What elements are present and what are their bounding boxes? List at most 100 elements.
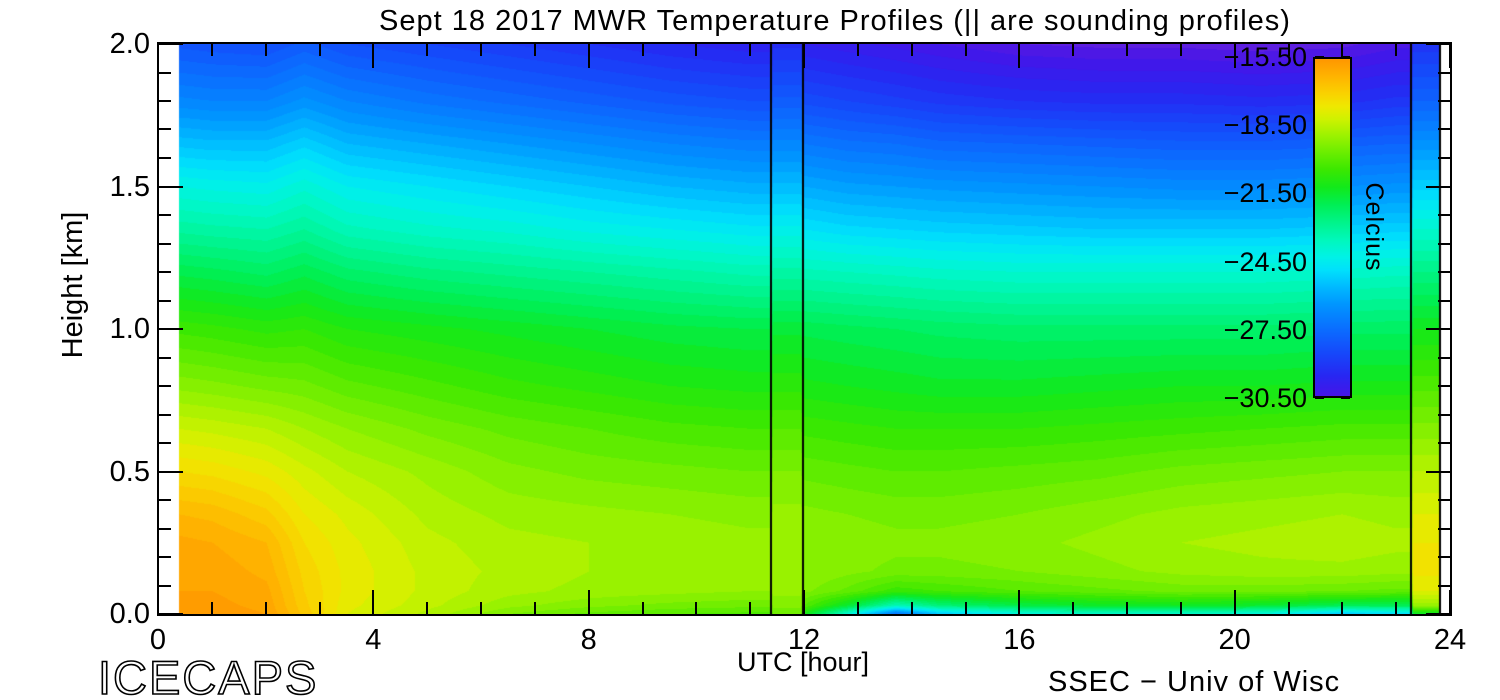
y-minor-tick-right [1438,72,1450,74]
x-minor-tick [1126,602,1128,614]
y-axis-title: Height [km] [57,211,89,359]
x-major-tick-top [803,44,805,68]
y-major-tick-right [1426,186,1450,188]
x-major-tick-top [1234,44,1236,68]
x-major-tick [1018,590,1020,614]
y-minor-tick-right [1438,128,1450,130]
x-tick-label-4: 4 [365,624,382,656]
temperature-heatmap-canvas [159,44,1450,614]
y-major-tick-right [1426,471,1450,473]
y-minor-tick [159,271,171,273]
y-minor-tick [159,157,171,159]
x-minor-tick [965,602,967,614]
colorbar-tick-left [1315,397,1324,399]
x-major-tick-top [1449,44,1451,68]
y-minor-tick [159,528,171,530]
x-minor-tick [911,602,913,614]
y-minor-tick [159,585,171,587]
x-minor-tick-top [480,44,482,56]
colorbar-gradient [1315,59,1350,396]
colorbar-tick-label: −21.50 [1223,178,1307,209]
x-minor-tick [265,602,267,614]
credit-label-ssec: SSEC − Univ of Wisc [1048,666,1341,698]
y-major-tick-right [1426,613,1450,615]
x-minor-tick-top [1072,44,1074,56]
x-minor-tick-top [1180,44,1182,56]
colorbar-tick-label: −30.50 [1223,383,1307,413]
x-minor-tick-top [1126,44,1128,56]
y-tick-label-0.5: 0.5 [109,455,150,488]
y-minor-tick [159,556,171,558]
colorbar-tick-right [1341,397,1350,399]
y-minor-tick [159,72,171,74]
x-major-tick-top [1018,44,1020,68]
x-minor-tick [1072,602,1074,614]
y-minor-tick-right [1438,499,1450,501]
x-minor-tick [211,602,213,614]
x-minor-tick [1395,602,1397,614]
x-major-tick-top [588,44,590,68]
y-minor-tick-right [1438,442,1450,444]
y-minor-tick [159,385,171,387]
y-major-tick-right [1426,328,1450,330]
y-minor-tick-right [1438,300,1450,302]
y-tick-label-2.0: 2.0 [109,28,150,60]
y-major-tick [159,186,183,188]
y-minor-tick [159,214,171,216]
x-minor-tick-top [211,44,213,56]
x-minor-tick-top [1341,44,1343,56]
x-minor-tick-top [911,44,913,56]
x-tick-label-8: 8 [580,624,597,656]
x-minor-tick-top [965,44,967,56]
y-minor-tick-right [1438,528,1450,530]
x-tick-label-0: 0 [149,624,167,656]
y-minor-tick-right [1438,585,1450,587]
project-label-icecaps: ICECAPS [97,650,319,700]
y-minor-tick-right [1438,157,1450,159]
y-minor-tick-right [1438,556,1450,558]
x-minor-tick [857,602,859,614]
colorbar [1313,57,1352,398]
y-minor-tick-right [1438,357,1450,359]
x-minor-tick-top [534,44,536,56]
colorbar-tick-label: −15.50 [1223,42,1307,72]
x-major-tick [372,590,374,614]
chart-title: Sept 18 2017 MWR Temperature Profiles (|… [379,5,1291,37]
y-major-tick [159,328,183,330]
x-minor-tick-top [642,44,644,56]
x-minor-tick [426,602,428,614]
y-minor-tick-right [1438,100,1450,102]
x-minor-tick [534,602,536,614]
x-major-tick [1234,590,1236,614]
y-minor-tick [159,414,171,416]
y-minor-tick [159,300,171,302]
y-minor-tick [159,357,171,359]
y-major-tick [159,613,183,615]
y-tick-label-1.5: 1.5 [109,170,150,203]
x-tick-label-16: 16 [1003,624,1036,656]
x-minor-tick-top [695,44,697,56]
y-minor-tick [159,243,171,245]
x-minor-tick [749,602,751,614]
y-tick-label-1.0: 1.0 [109,313,150,345]
y-minor-tick [159,499,171,501]
x-minor-tick-top [1395,44,1397,56]
x-major-tick [1449,590,1451,614]
y-minor-tick-right [1438,385,1450,387]
x-minor-tick [319,602,321,614]
y-minor-tick-right [1438,414,1450,416]
y-minor-tick-right [1438,214,1450,216]
colorbar-tick-label: −27.50 [1223,314,1307,345]
y-minor-tick [159,100,171,102]
x-minor-tick-top [1288,44,1290,56]
y-tick-label-0.0: 0.0 [109,598,150,630]
y-major-tick [159,471,183,473]
y-minor-tick [159,442,171,444]
x-minor-tick [480,602,482,614]
x-major-tick [157,590,159,614]
x-axis-title: UTC [hour] [736,647,870,677]
x-minor-tick [1180,602,1182,614]
x-minor-tick [1341,602,1343,614]
x-minor-tick-top [749,44,751,56]
